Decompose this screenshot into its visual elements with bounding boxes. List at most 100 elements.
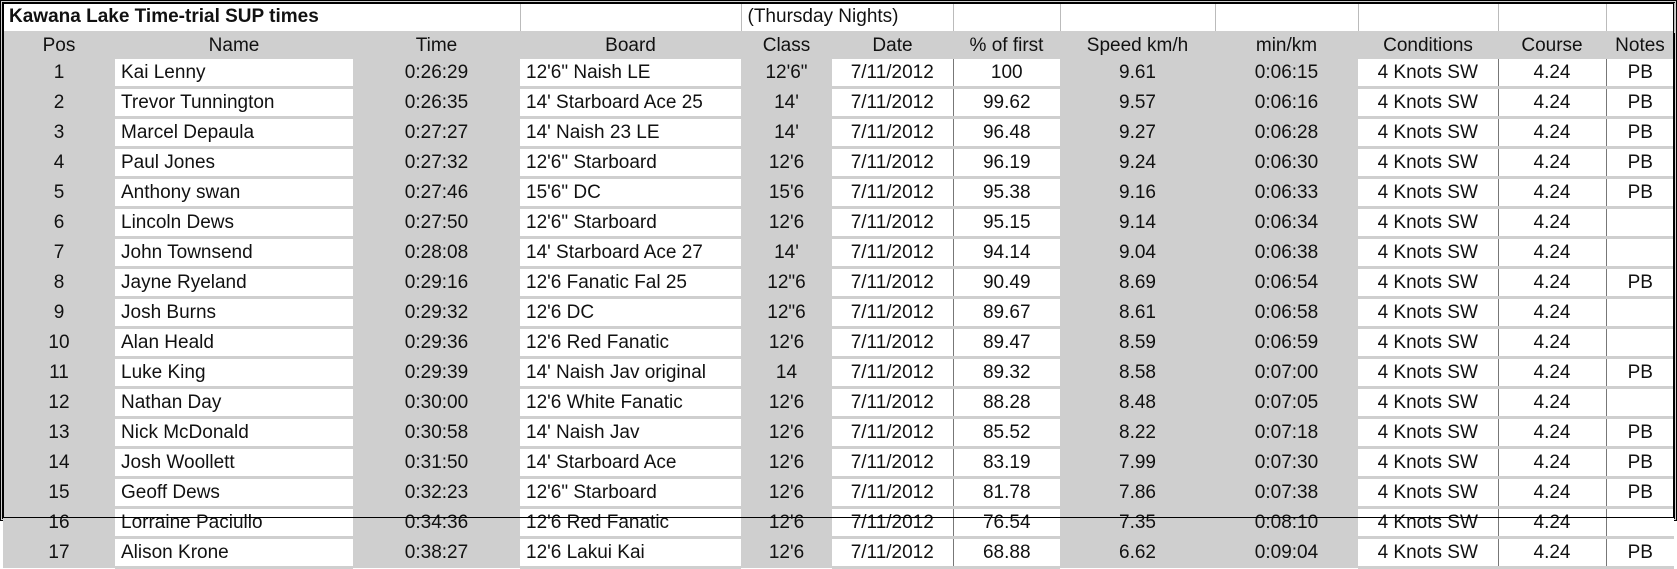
cell-speed[interactable]: 9.04: [1060, 237, 1215, 268]
cell-date[interactable]: 7/11/2012: [832, 537, 953, 569]
cell-board[interactable]: 12'6" Starboard: [520, 147, 741, 179]
cell-class[interactable]: 12"6: [741, 297, 832, 328]
cell-course[interactable]: 4.24: [1497, 357, 1606, 389]
cell-board[interactable]: 14' Starboard Ace: [520, 447, 741, 479]
cell-time[interactable]: 0:26:35: [353, 87, 520, 118]
cell-class[interactable]: 14': [741, 117, 832, 148]
cell-board[interactable]: 12'6" Starboard: [520, 207, 741, 239]
cell-min-per-km[interactable]: 0:06:54: [1215, 267, 1358, 298]
cell-conditions[interactable]: 4 Knots SW: [1358, 177, 1498, 209]
cell-min-per-km[interactable]: 0:06:58: [1215, 297, 1358, 328]
cell-course[interactable]: 4.24: [1497, 417, 1606, 449]
cell-name[interactable]: Jayne Ryeland: [115, 267, 353, 299]
cell-speed[interactable]: 7.99: [1060, 447, 1215, 478]
cell-conditions[interactable]: 4 Knots SW: [1358, 267, 1498, 299]
column-header-pct-of-first[interactable]: % of first: [953, 32, 1060, 59]
cell-course[interactable]: 4.24: [1497, 237, 1606, 269]
cell-name[interactable]: Alan Heald: [115, 327, 353, 359]
cell-speed[interactable]: 7.86: [1060, 477, 1215, 508]
cell-date[interactable]: 7/11/2012: [832, 207, 953, 239]
cell-name[interactable]: Luke King: [115, 357, 353, 389]
cell-min-per-km[interactable]: 0:06:59: [1215, 327, 1358, 358]
cell-pct-of-first[interactable]: 76.54: [952, 507, 1060, 539]
column-header-board[interactable]: Board: [520, 32, 741, 59]
cell-notes[interactable]: PB: [1605, 417, 1674, 449]
cell-conditions[interactable]: 4 Knots SW: [1358, 387, 1498, 419]
cell-date[interactable]: 7/11/2012: [832, 117, 953, 149]
cell-conditions[interactable]: 4 Knots SW: [1358, 207, 1498, 239]
cell-time[interactable]: 0:38:27: [353, 537, 520, 568]
cell-pct-of-first[interactable]: 90.49: [952, 267, 1060, 299]
cell-board[interactable]: 12'6 Lakui Kai: [520, 537, 741, 569]
cell-date[interactable]: 7/11/2012: [832, 177, 953, 209]
cell-name[interactable]: Geoff Dews: [115, 477, 353, 509]
cell-class[interactable]: 15'6: [741, 177, 832, 208]
cell-time[interactable]: 0:27:46: [353, 177, 520, 208]
cell-class[interactable]: 14': [741, 87, 832, 118]
cell-board[interactable]: 14' Naish Jav: [520, 417, 741, 449]
cell-date[interactable]: 7/11/2012: [832, 417, 953, 449]
cell-time[interactable]: 0:28:08: [353, 237, 520, 268]
cell-min-per-km[interactable]: 0:06:33: [1215, 177, 1358, 208]
cell-pos[interactable]: 2: [3, 87, 115, 118]
cell-conditions[interactable]: 4 Knots SW: [1358, 507, 1498, 539]
cell-class[interactable]: 12'6: [741, 387, 832, 418]
cell-course[interactable]: 4.24: [1497, 477, 1606, 509]
cell-pct-of-first[interactable]: 85.52: [952, 417, 1060, 449]
column-header-class[interactable]: Class: [741, 32, 832, 59]
cell-speed[interactable]: 8.58: [1060, 357, 1215, 388]
cell-course[interactable]: 4.24: [1497, 297, 1606, 329]
cell-name[interactable]: Anthony swan: [115, 177, 353, 209]
cell-pos[interactable]: 11: [3, 357, 115, 388]
cell-time[interactable]: 0:31:50: [353, 447, 520, 478]
cell-pct-of-first[interactable]: 94.14: [952, 237, 1060, 269]
cell-speed[interactable]: 9.61: [1060, 59, 1215, 88]
cell-date[interactable]: 7/11/2012: [832, 267, 953, 299]
cell-min-per-km[interactable]: 0:06:15: [1215, 59, 1358, 88]
cell-min-per-km[interactable]: 0:06:38: [1215, 237, 1358, 268]
cell-time[interactable]: 0:26:29: [353, 59, 520, 88]
cell-speed[interactable]: 9.14: [1060, 207, 1215, 238]
cell-time[interactable]: 0:27:27: [353, 117, 520, 148]
cell-board[interactable]: 12'6 Fanatic Fal 25: [520, 267, 741, 299]
cell-min-per-km[interactable]: 0:07:00: [1215, 357, 1358, 388]
cell-pct-of-first[interactable]: 83.19: [952, 447, 1060, 479]
cell-conditions[interactable]: 4 Knots SW: [1358, 477, 1498, 509]
cell-name[interactable]: Lorraine Paciullo: [115, 507, 353, 539]
cell-class[interactable]: 12'6: [741, 537, 832, 568]
cell-conditions[interactable]: 4 Knots SW: [1358, 447, 1498, 479]
sheet-title[interactable]: Kawana Lake Time-trial SUP times: [3, 3, 521, 33]
cell-course[interactable]: 4.24: [1497, 507, 1606, 539]
cell-notes[interactable]: PB: [1605, 117, 1674, 149]
empty-cell[interactable]: [1215, 3, 1359, 33]
cell-date[interactable]: 7/11/2012: [832, 477, 953, 509]
cell-class[interactable]: 12'6: [741, 207, 832, 238]
cell-board[interactable]: 12'6 Red Fanatic: [520, 327, 741, 359]
cell-class[interactable]: 14: [741, 357, 832, 388]
cell-speed[interactable]: 6.62: [1060, 537, 1215, 568]
cell-date[interactable]: 7/11/2012: [832, 327, 953, 359]
cell-course[interactable]: 4.24: [1497, 87, 1606, 119]
cell-course[interactable]: 4.24: [1497, 327, 1606, 359]
cell-speed[interactable]: 8.61: [1060, 297, 1215, 328]
cell-course[interactable]: 4.24: [1497, 147, 1606, 179]
column-header-name[interactable]: Name: [115, 32, 353, 59]
cell-notes[interactable]: [1605, 297, 1674, 329]
cell-conditions[interactable]: 4 Knots SW: [1358, 417, 1498, 449]
cell-class[interactable]: 12'6": [741, 59, 832, 88]
cell-min-per-km[interactable]: 0:07:18: [1215, 417, 1358, 448]
cell-min-per-km[interactable]: 0:08:10: [1215, 507, 1358, 538]
cell-time[interactable]: 0:32:23: [353, 477, 520, 508]
column-header-notes[interactable]: Notes: [1606, 32, 1674, 59]
cell-pos[interactable]: 7: [3, 237, 115, 268]
cell-min-per-km[interactable]: 0:07:05: [1215, 387, 1358, 418]
cell-pos[interactable]: 6: [3, 207, 115, 238]
cell-time[interactable]: 0:30:58: [353, 417, 520, 448]
cell-name[interactable]: Lincoln Dews: [115, 207, 353, 239]
cell-pos[interactable]: 14: [3, 447, 115, 478]
cell-notes[interactable]: PB: [1605, 357, 1674, 389]
cell-min-per-km[interactable]: 0:09:04: [1215, 537, 1358, 568]
empty-cell[interactable]: [1358, 3, 1499, 33]
cell-notes[interactable]: [1605, 207, 1674, 239]
cell-pos[interactable]: 5: [3, 177, 115, 208]
